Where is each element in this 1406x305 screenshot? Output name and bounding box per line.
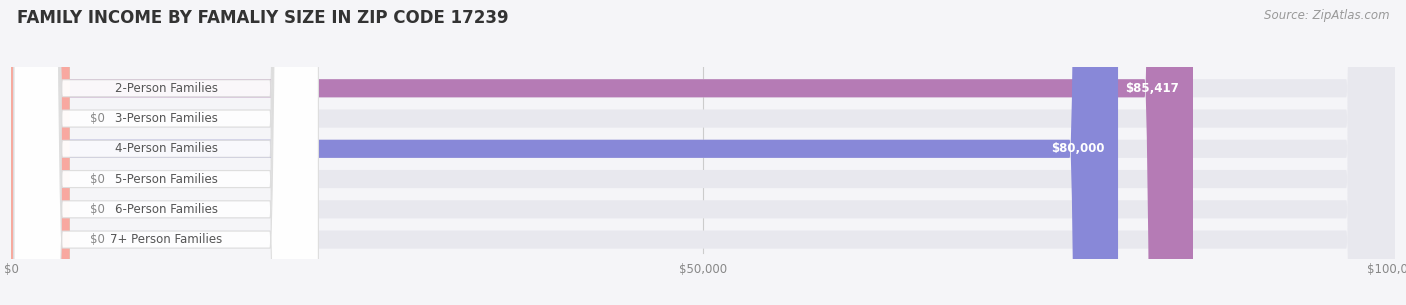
FancyBboxPatch shape: [14, 0, 318, 305]
FancyBboxPatch shape: [11, 0, 1395, 305]
FancyBboxPatch shape: [11, 0, 69, 305]
Text: 7+ Person Families: 7+ Person Families: [110, 233, 222, 246]
Text: 4-Person Families: 4-Person Families: [115, 142, 218, 155]
FancyBboxPatch shape: [14, 0, 318, 305]
Text: $0: $0: [90, 112, 105, 125]
Text: $85,417: $85,417: [1125, 82, 1180, 95]
FancyBboxPatch shape: [11, 0, 1395, 305]
FancyBboxPatch shape: [11, 0, 1118, 305]
FancyBboxPatch shape: [14, 0, 318, 305]
FancyBboxPatch shape: [11, 0, 1395, 305]
Text: 3-Person Families: 3-Person Families: [115, 112, 218, 125]
FancyBboxPatch shape: [11, 0, 1194, 305]
Text: FAMILY INCOME BY FAMALIY SIZE IN ZIP CODE 17239: FAMILY INCOME BY FAMALIY SIZE IN ZIP COD…: [17, 9, 509, 27]
Text: 2-Person Families: 2-Person Families: [115, 82, 218, 95]
FancyBboxPatch shape: [11, 0, 1395, 305]
Text: $80,000: $80,000: [1050, 142, 1104, 155]
FancyBboxPatch shape: [11, 0, 69, 305]
FancyBboxPatch shape: [11, 0, 1395, 305]
FancyBboxPatch shape: [14, 0, 318, 305]
Text: $0: $0: [90, 203, 105, 216]
Text: 5-Person Families: 5-Person Families: [115, 173, 218, 185]
FancyBboxPatch shape: [14, 0, 318, 305]
FancyBboxPatch shape: [11, 0, 69, 305]
FancyBboxPatch shape: [14, 0, 318, 305]
FancyBboxPatch shape: [11, 0, 69, 305]
Text: $0: $0: [90, 233, 105, 246]
Text: 6-Person Families: 6-Person Families: [115, 203, 218, 216]
Text: $0: $0: [90, 173, 105, 185]
Text: Source: ZipAtlas.com: Source: ZipAtlas.com: [1264, 9, 1389, 22]
FancyBboxPatch shape: [11, 0, 1395, 305]
